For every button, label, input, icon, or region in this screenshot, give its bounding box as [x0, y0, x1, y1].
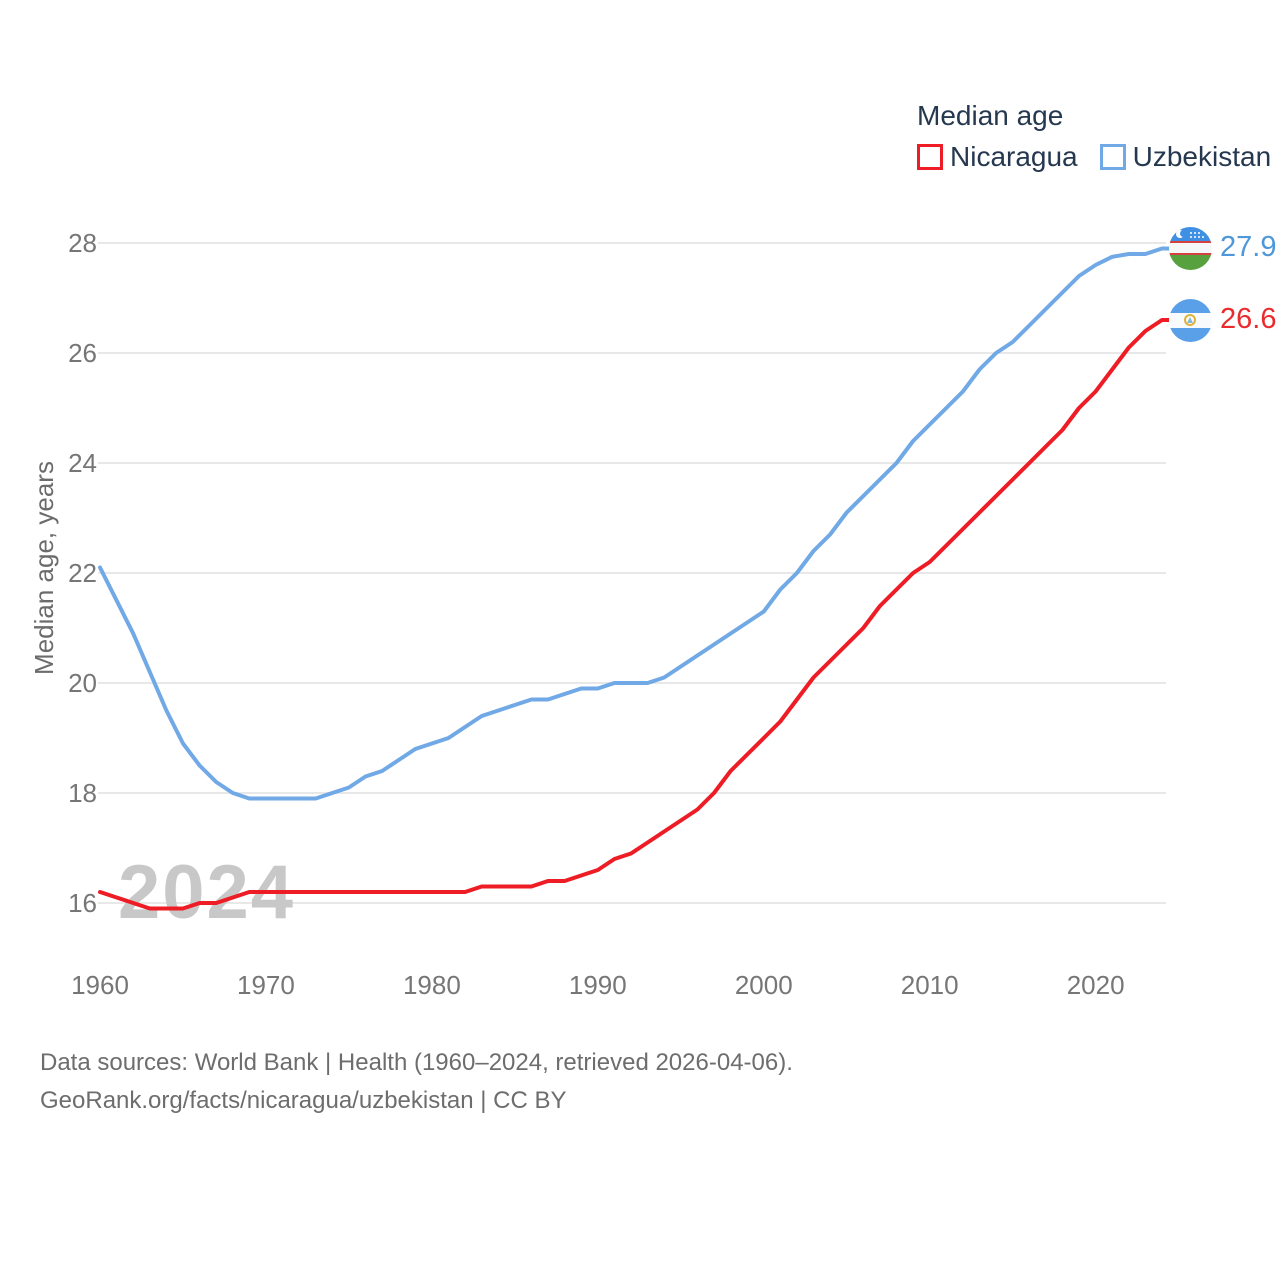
legend-label-nicaragua: Nicaragua — [950, 141, 1078, 172]
x-tick-label: 2000 — [734, 970, 793, 1000]
x-tick-label: 1960 — [71, 970, 129, 1000]
legend-item-uzbekistan[interactable]: Uzbekistan — [1099, 141, 1272, 173]
data-sources-line: Data sources: World Bank | Health (1960–… — [40, 1049, 793, 1076]
line-uzbekistan — [98, 246, 1173, 801]
line-nicaragua — [98, 318, 1173, 911]
legend-title: Median age — [917, 100, 1064, 131]
footer: Data sources: World Bank | Health (1960–… — [40, 1044, 793, 1120]
legend-label-uzbekistan: Uzbekistan — [1132, 141, 1272, 172]
series-lines — [98, 246, 1173, 911]
uzbekistan-swatch-icon — [1099, 144, 1126, 170]
nicaragua-flag-icon — [1169, 299, 1212, 342]
legend: Nicaragua Uzbekistan — [917, 141, 1271, 173]
x-tick-label: 1980 — [402, 970, 461, 1000]
y-tick-label: 16 — [68, 888, 97, 918]
y-tick-label: 26 — [68, 338, 97, 368]
uzbekistan-end-value: 27.9 — [1220, 231, 1277, 263]
y-tick-label: 22 — [68, 558, 97, 588]
x-tick-label: 1970 — [237, 970, 295, 1000]
y-tick-label: 18 — [68, 778, 97, 808]
y-tick-label: 24 — [68, 448, 97, 478]
y-tick-label: 20 — [68, 668, 97, 698]
nicaragua-swatch-icon — [917, 144, 943, 170]
x-tick-label: 1990 — [568, 970, 627, 1000]
gridlines — [98, 242, 1166, 904]
attribution-line: GeoRank.org/facts/nicaragua/uzbekistan |… — [40, 1087, 567, 1114]
x-tick-label: 2010 — [900, 970, 959, 1000]
nicaragua-end-value: 26.6 — [1220, 303, 1277, 335]
legend-item-nicaragua[interactable]: Nicaragua — [917, 141, 1078, 173]
uzbekistan-flag-icon — [1169, 227, 1212, 270]
x-tick-label: 2020 — [1066, 970, 1125, 1000]
y-tick-label: 28 — [68, 228, 97, 258]
